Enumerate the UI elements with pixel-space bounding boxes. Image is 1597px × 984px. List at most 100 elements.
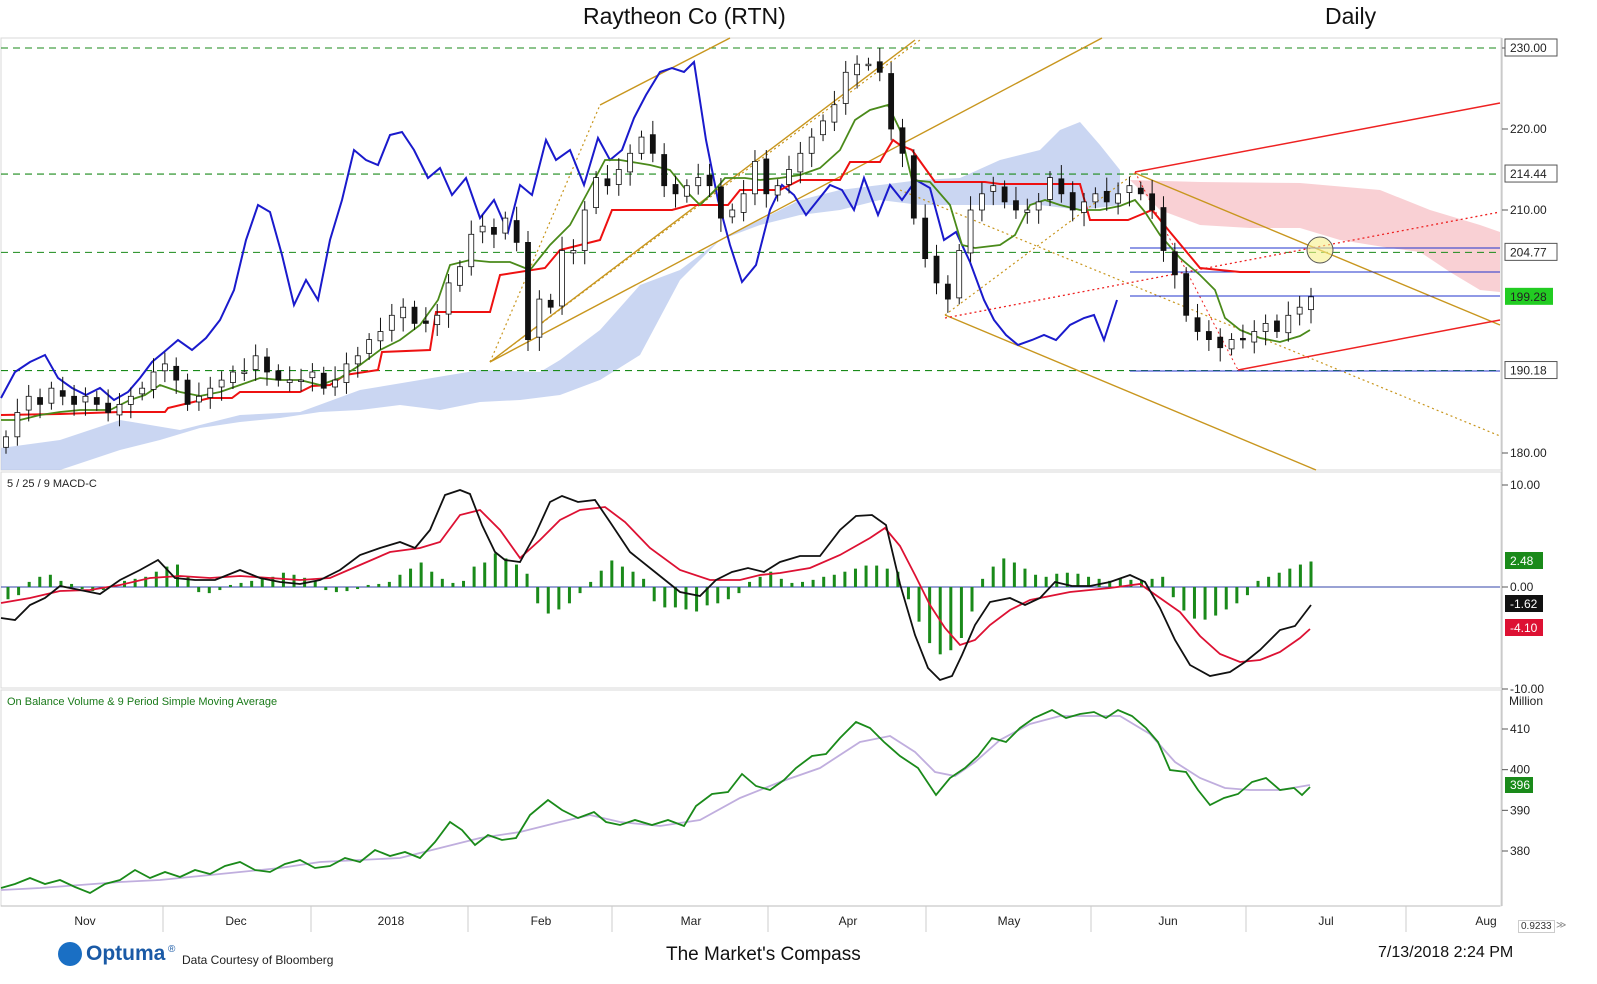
- candle-up: [1228, 339, 1235, 350]
- timeframe-label: Daily: [1325, 3, 1377, 29]
- candle-up: [502, 217, 509, 234]
- macd-signal-line: [0, 506, 1311, 663]
- level-label: 214.44: [1510, 167, 1547, 181]
- candle-up: [479, 225, 486, 233]
- candle-up: [1251, 331, 1258, 343]
- macd-histogram-bar: [748, 581, 752, 587]
- macd-histogram-bar: [356, 587, 360, 590]
- candle-down: [1240, 337, 1246, 341]
- macd-histogram-bar: [1203, 587, 1207, 620]
- level-label-box: [1504, 38, 1558, 57]
- macd-tick-label: -10.00: [1510, 682, 1544, 696]
- candle-up: [831, 104, 838, 123]
- candle-up: [1308, 296, 1314, 311]
- candle-up: [82, 395, 89, 403]
- obv-line: [0, 708, 1311, 895]
- candle-up: [127, 395, 134, 405]
- x-tick-label: Feb: [531, 914, 552, 928]
- x-tick-label: Aug: [1475, 914, 1496, 928]
- macd-histogram-bar: [652, 587, 656, 602]
- candle-down: [320, 372, 327, 389]
- macd-histogram-bar: [1023, 568, 1027, 587]
- candle-up: [468, 233, 475, 268]
- macd-histogram-bar: [620, 566, 624, 587]
- candle-down: [933, 255, 940, 284]
- candle-up: [400, 306, 407, 319]
- macd-histogram-bar: [896, 571, 900, 587]
- macd-value-label: 2.48: [1510, 554, 1534, 568]
- optuma-logo-icon: [58, 942, 82, 966]
- kijun-sen: [0, 138, 1310, 416]
- macd-histogram-bar: [6, 587, 10, 600]
- candle-up: [695, 177, 702, 187]
- macd-histogram-bar: [1235, 587, 1239, 604]
- candle-up: [752, 160, 758, 195]
- macd-histogram-bar: [1192, 587, 1196, 619]
- candle-down: [922, 217, 929, 260]
- macd-line: [0, 489, 1312, 682]
- macd-histogram-bar: [610, 560, 614, 587]
- macd-histogram-bar: [970, 587, 974, 612]
- macd-histogram-bar: [493, 553, 497, 587]
- macd-histogram-bar: [154, 571, 158, 587]
- obv-tick-label: 400: [1510, 763, 1530, 777]
- macd-histogram-bar: [906, 587, 910, 600]
- macd-histogram-bar: [1267, 576, 1271, 587]
- candle-down: [93, 397, 100, 405]
- macd-histogram-bar: [1309, 561, 1313, 587]
- candle-down: [718, 186, 724, 219]
- macd-histogram-bar: [197, 587, 201, 593]
- price-tick-label: 220.00: [1510, 122, 1547, 136]
- macd-histogram-bar: [292, 574, 296, 587]
- candle-down: [71, 395, 77, 405]
- expand-icon[interactable]: ≫: [1556, 920, 1567, 931]
- candle-up: [1047, 177, 1053, 200]
- macd-histogram-bar: [801, 581, 805, 587]
- macd-histogram-bar: [1044, 576, 1048, 587]
- zoom-value[interactable]: 0.9233: [1518, 920, 1555, 933]
- macd-histogram-bar: [1076, 573, 1080, 587]
- macd-tick-label: 0.00: [1510, 580, 1534, 594]
- candle-down: [184, 379, 191, 405]
- candle-down: [264, 356, 270, 373]
- macd-histogram-bar: [80, 587, 84, 590]
- candle-up: [218, 379, 225, 388]
- candle-down: [944, 283, 951, 300]
- candle-up: [808, 136, 815, 154]
- macd-histogram-bar: [1150, 578, 1154, 587]
- macd-histogram-bar: [546, 587, 550, 614]
- candle-up: [343, 363, 350, 383]
- candle-up: [309, 371, 316, 379]
- footer-datetime: 7/13/2018 2:24 PM: [1378, 944, 1514, 961]
- macd-histogram-bar: [1171, 587, 1175, 598]
- candle-down: [173, 365, 180, 381]
- candle-up: [150, 371, 157, 390]
- brand-name: Optuma: [86, 942, 166, 965]
- level-label-box: [1504, 242, 1558, 261]
- macd-histogram-bar: [313, 580, 317, 587]
- macd-histogram-bar: [1002, 558, 1006, 587]
- candle-up: [581, 209, 588, 251]
- macd-histogram-bar: [144, 576, 148, 587]
- macd-histogram-bar: [1055, 573, 1059, 587]
- trend-lines-dotted: [489, 39, 1501, 437]
- macd-histogram-bar: [70, 583, 74, 587]
- candle-up: [139, 387, 146, 395]
- data-courtesy: Data Courtesy of Bloomberg: [182, 953, 334, 967]
- level-label: 190.18: [1510, 364, 1547, 378]
- candle-up: [207, 387, 214, 398]
- candle-up: [1262, 322, 1269, 332]
- candle-down: [1205, 331, 1212, 340]
- candle-down: [649, 134, 656, 154]
- macd-histogram-bar: [228, 584, 232, 587]
- macd-histogram-bar: [1256, 580, 1260, 587]
- candle-down: [1274, 320, 1280, 332]
- macd-histogram-bar: [451, 582, 455, 587]
- macd-histogram-bar: [483, 562, 487, 587]
- candle-up: [161, 363, 168, 372]
- candle-up: [990, 185, 997, 192]
- macd-histogram-bar: [695, 587, 699, 612]
- macd-histogram-bar: [737, 587, 741, 594]
- candle-down: [1137, 187, 1144, 195]
